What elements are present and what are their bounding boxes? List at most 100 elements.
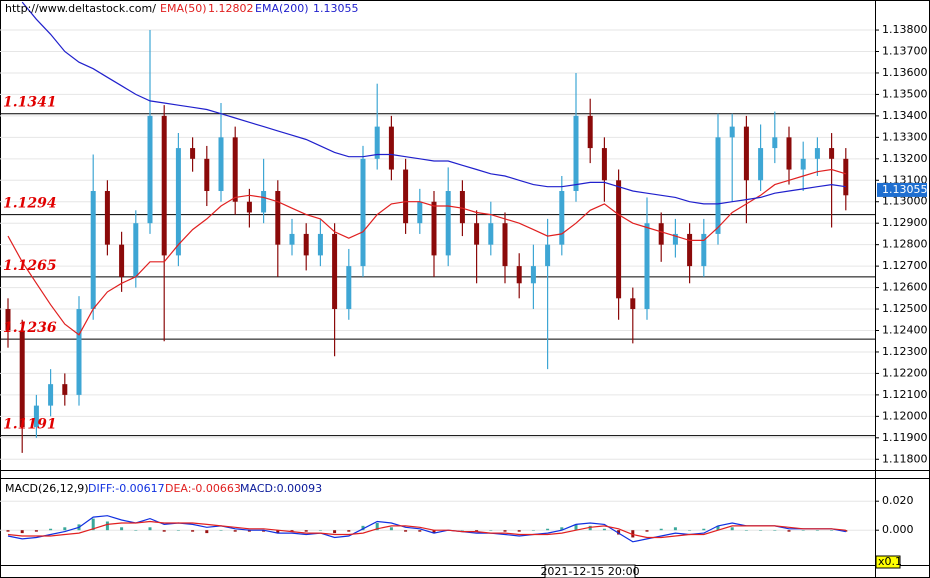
- macd-bar: [290, 530, 294, 532]
- grid: [0, 29, 879, 531]
- candle-body: [232, 137, 238, 202]
- macd-bar: [389, 527, 393, 531]
- last-price: 1.13055: [882, 183, 928, 196]
- ema-line: [21, 1, 846, 205]
- candle-body: [545, 244, 551, 267]
- candle-body: [275, 191, 281, 245]
- y-tick-label: 1.12700: [882, 259, 928, 272]
- macd-bar: [801, 530, 805, 531]
- macd-bar: [361, 525, 365, 531]
- macd-bar: [205, 530, 209, 534]
- y-tick-label: 1.12000: [882, 409, 928, 422]
- candle-body: [800, 158, 806, 170]
- macd-bar: [233, 530, 237, 532]
- candle-body: [644, 223, 650, 310]
- macd-bar: [702, 528, 706, 531]
- y-tick-label: 1.12100: [882, 388, 928, 401]
- macd-bar: [716, 525, 720, 531]
- macd-bar: [815, 530, 819, 531]
- y-tick-label: 1.13800: [882, 23, 928, 36]
- macd-bar: [6, 530, 10, 532]
- macd-bar: [744, 530, 748, 531]
- plot: [0, 1, 875, 543]
- candle-body: [516, 266, 522, 284]
- macd-bar: [318, 530, 322, 531]
- candle-body: [303, 233, 309, 256]
- candle-body: [829, 148, 835, 159]
- macd-bar: [63, 527, 67, 531]
- macd-bar: [844, 530, 848, 532]
- legend-value: 1.12802: [208, 2, 254, 15]
- macd-bar: [787, 530, 791, 532]
- time-box: [544, 564, 636, 578]
- macd-bar: [759, 530, 763, 531]
- macd-bar: [91, 518, 95, 531]
- candle-body: [843, 158, 849, 196]
- macd-bar: [120, 527, 124, 531]
- candle-body: [758, 148, 764, 181]
- legend-name: EMA(50): [160, 2, 207, 15]
- candle-body: [715, 137, 721, 234]
- level-label: 1.1191: [3, 417, 57, 433]
- y-tick-label: 1.12300: [882, 345, 928, 358]
- candle-body: [630, 298, 636, 310]
- source-url: http://www.deltastock.com/: [5, 2, 156, 15]
- macd-bar: [617, 530, 621, 535]
- macd-bar: [262, 530, 266, 532]
- macd-bar: [219, 530, 223, 531]
- macd-bar: [20, 530, 24, 534]
- candle-body: [289, 233, 295, 245]
- scale-box: [875, 555, 901, 569]
- candle-body: [587, 115, 593, 149]
- legend-entry: DEA:-0.00663: [165, 482, 241, 495]
- candle-body: [48, 384, 54, 406]
- candle-body: [502, 223, 508, 267]
- macd-bar: [247, 530, 251, 532]
- legend-name: EMA(200): [255, 2, 309, 15]
- candle-body: [374, 126, 380, 159]
- macd-bar: [588, 525, 592, 531]
- macd-bar: [162, 530, 166, 532]
- macd-bar: [830, 530, 834, 531]
- macd-bar: [560, 527, 564, 531]
- candle-body: [573, 115, 579, 192]
- candle-body: [332, 233, 338, 310]
- macd-bar: [304, 530, 308, 532]
- macd-bar: [659, 528, 663, 531]
- candle-body: [33, 405, 39, 428]
- candle-body: [5, 309, 11, 331]
- y-tick-label: 1.13000: [882, 195, 928, 208]
- macd-bar: [404, 530, 408, 532]
- candle-body: [786, 137, 792, 170]
- macd-bar: [34, 530, 38, 532]
- candle-body: [687, 233, 693, 267]
- legend-entry: MACD:0.00093: [240, 482, 322, 495]
- candle-body: [190, 148, 196, 159]
- macd-bar: [531, 530, 535, 531]
- macd-bar: [276, 530, 280, 534]
- macd-bar: [688, 530, 692, 531]
- y-tick-label: 1.12200: [882, 366, 928, 379]
- macd-bar: [347, 530, 351, 532]
- macd-bar: [375, 522, 379, 531]
- candle-body: [204, 158, 210, 192]
- macd-title: MACD(26,12,9): [5, 482, 89, 495]
- y-tick-label: 1.13300: [882, 130, 928, 143]
- macd-bar: [432, 530, 436, 534]
- macd-bar: [574, 524, 578, 531]
- y-tick-label: 1.13200: [882, 152, 928, 165]
- candle-body: [161, 115, 167, 256]
- candle-body: [19, 330, 25, 428]
- y-tick-label: 1.13400: [882, 109, 928, 122]
- candle-body: [346, 266, 352, 310]
- y-tick-label: 1.11900: [882, 431, 928, 444]
- candle-body: [729, 126, 735, 138]
- macd-bar: [49, 528, 53, 531]
- scale-label: x0.1: [878, 555, 902, 568]
- macd-bar: [645, 530, 649, 532]
- candle-body: [743, 126, 749, 181]
- candle-body: [403, 169, 409, 224]
- candle-body: [488, 223, 494, 245]
- y-tick-label: 1.12400: [882, 324, 928, 337]
